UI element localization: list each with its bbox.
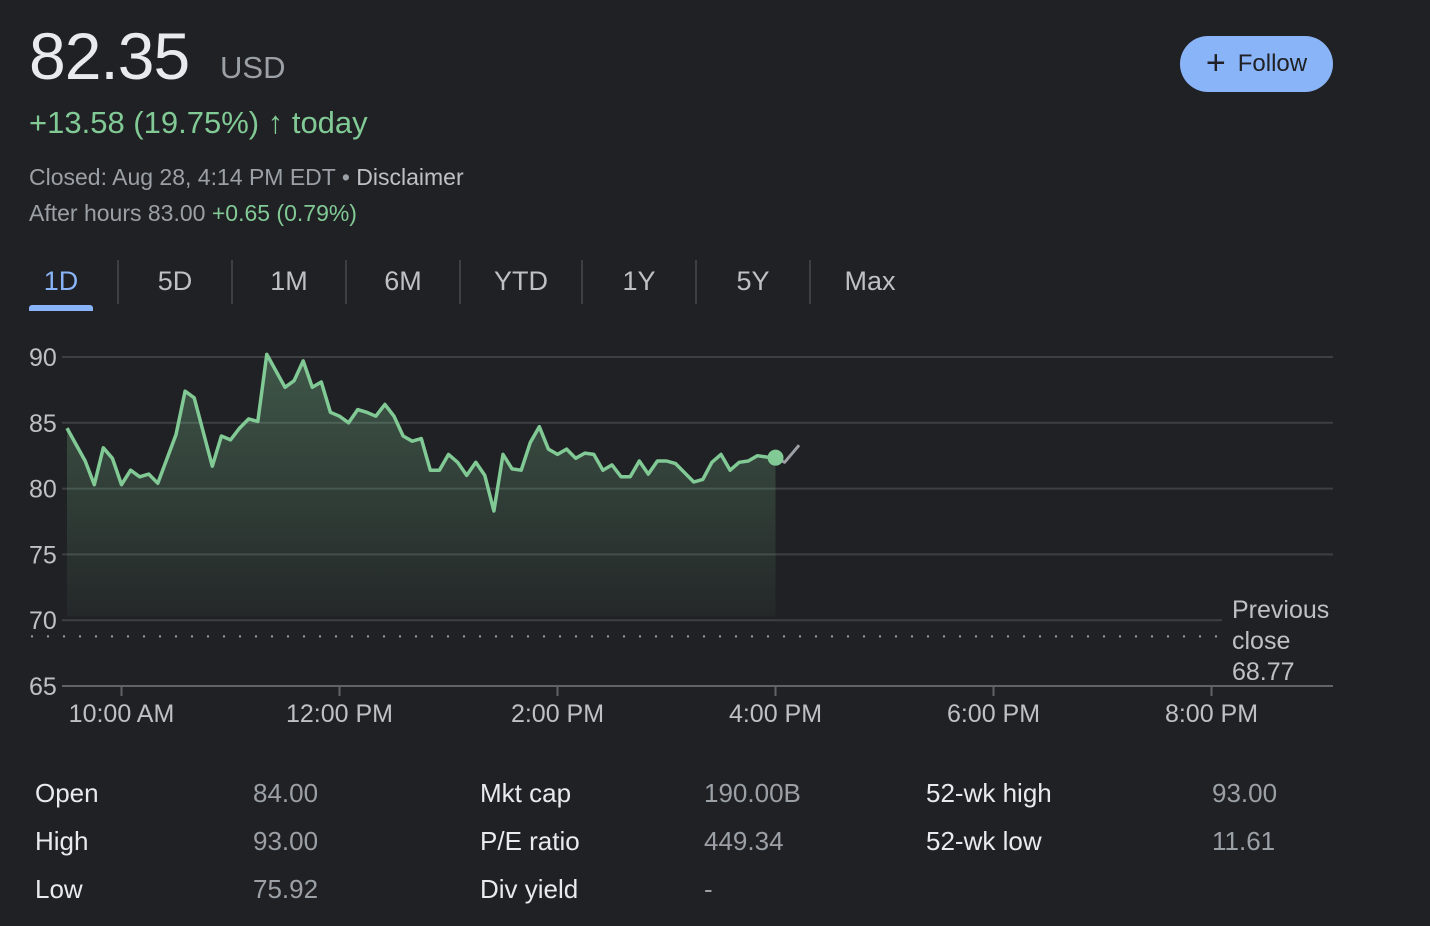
follow-button[interactable]: + Follow <box>1180 36 1333 92</box>
stat-label-52wk-high: 52-wk high <box>926 778 1052 808</box>
closed-text: Closed: Aug 28, 4:14 PM EDT <box>29 164 336 190</box>
tab-max[interactable]: Max <box>844 265 896 296</box>
change-value: +13.58 (19.75%) <box>29 105 260 140</box>
stat-value-mkt-cap: 190.00B <box>704 778 801 808</box>
tab-5d[interactable]: 5D <box>157 265 193 296</box>
x-tick-label: 4:00 PM <box>729 700 822 728</box>
disclaimer-link[interactable]: Disclaimer <box>356 164 464 190</box>
y-tick-label: 90 <box>29 344 57 372</box>
price-line <box>65 352 776 513</box>
stat-value-52wk-high: 93.00 <box>1212 778 1278 808</box>
stat-label-low: Low <box>35 874 83 904</box>
tab-divider <box>809 260 811 304</box>
y-tick-bg <box>26 606 62 633</box>
plus-icon: + <box>1205 43 1226 82</box>
tab-ytd[interactable]: YTD <box>494 265 548 296</box>
y-axis: 90 85 80 75 70 65 <box>26 343 62 701</box>
tab-divider <box>459 260 461 304</box>
y-tick-label: 70 <box>29 607 57 635</box>
after-hours: After hours 83.00 +0.65 (0.79%) <box>29 200 357 227</box>
y-tick-bg <box>26 474 62 501</box>
stat-label-high: High <box>35 826 89 856</box>
y-tick-bg <box>26 672 62 698</box>
tab-1y[interactable]: 1Y <box>622 265 656 296</box>
tab-divider <box>117 260 119 304</box>
stat-value-low: 75.92 <box>253 874 319 904</box>
tab-divider <box>345 260 347 304</box>
x-tick-label: 12:00 PM <box>286 700 393 728</box>
previous-close-label: Previous close 68.77 <box>1232 596 1329 686</box>
y-tick-label: 80 <box>29 476 57 504</box>
stat-value-52wk-low: 11.61 <box>1212 826 1276 856</box>
previous-close-label-line2: close <box>1232 627 1290 655</box>
previous-close-label-line1: Previous <box>1232 596 1329 624</box>
stat-label-52wk-low: 52-wk low <box>926 826 1042 856</box>
tab-1m[interactable]: 1M <box>270 265 308 296</box>
x-tick-label: 10:00 AM <box>69 700 175 728</box>
x-tick-label: 8:00 PM <box>1165 700 1258 728</box>
tab-6m[interactable]: 6M <box>384 265 422 296</box>
arrow-up-icon: ↑ <box>267 105 284 140</box>
last-price-dot <box>767 449 784 466</box>
stat-label-mkt-cap: Mkt cap <box>480 778 572 808</box>
y-tick-bg <box>26 540 62 567</box>
price-area-fill <box>67 354 776 617</box>
previous-close-value: 68.77 <box>1232 658 1295 686</box>
tab-1d[interactable]: 1D <box>29 258 93 311</box>
x-axis: 10:00 AM 12:00 PM 2:00 PM 4:00 PM 6:00 PM 8:0… <box>69 686 1258 728</box>
y-tick-label: 65 <box>29 673 57 701</box>
change-period: today <box>291 105 368 140</box>
market-status: Closed: Aug 28, 4:14 PM EDT • Disclaimer <box>29 164 464 191</box>
tab-5y[interactable]: 5Y <box>736 265 770 296</box>
tab-divider <box>581 260 583 304</box>
after-hours-label: After hours 83.00 <box>29 200 206 226</box>
stat-label-open: Open <box>35 778 99 808</box>
tab-divider <box>695 260 697 304</box>
follow-label: Follow <box>1237 50 1308 77</box>
current-price: 82.35 <box>29 19 190 93</box>
stat-value-pe-ratio: 449.34 <box>704 826 784 856</box>
y-tick-bg <box>26 343 62 369</box>
stat-label-pe-ratio: P/E ratio <box>480 826 580 856</box>
x-tick-label: 6:00 PM <box>947 700 1040 728</box>
y-tick-label: 75 <box>29 541 57 569</box>
x-tick-label: 2:00 PM <box>511 700 604 728</box>
y-tick-label: 85 <box>29 410 57 438</box>
after-hours-change: +0.65 (0.79%) <box>211 200 357 226</box>
separator: • <box>341 164 350 190</box>
stat-value-div-yield: - <box>704 874 713 904</box>
currency: USD <box>220 50 286 85</box>
price-change: +13.58 (19.75%) ↑ today <box>29 105 368 141</box>
y-tick-bg <box>26 408 62 435</box>
tab-divider <box>231 260 233 304</box>
stat-value-open: 84.00 <box>253 778 319 808</box>
stat-label-div-yield: Div yield <box>480 874 579 904</box>
stat-value-high: 93.00 <box>253 826 319 856</box>
price-chart[interactable]: 90 85 80 75 70 65 10:00 AM 12:00 PM 2:00 PM 4:00… <box>0 330 1430 740</box>
